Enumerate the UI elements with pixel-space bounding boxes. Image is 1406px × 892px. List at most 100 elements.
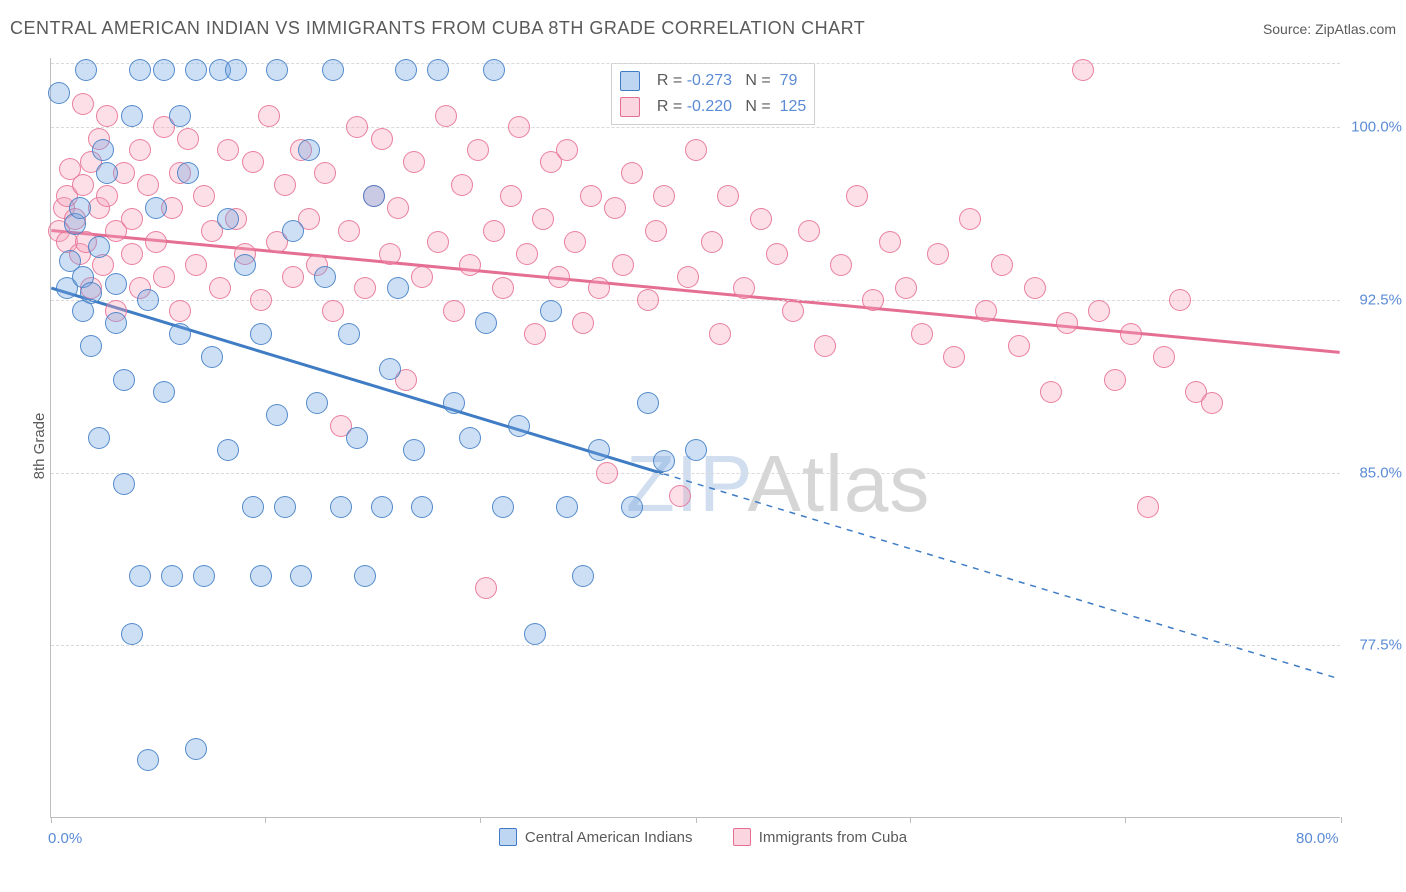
data-point: [685, 439, 707, 461]
data-point: [379, 243, 401, 265]
data-point: [322, 59, 344, 81]
data-point: [92, 139, 114, 161]
data-point: [532, 208, 554, 230]
watermark-part2: Atlas: [748, 439, 931, 528]
data-point: [991, 254, 1013, 276]
data-point: [580, 185, 602, 207]
data-point: [612, 254, 634, 276]
data-point: [556, 139, 578, 161]
data-point: [621, 162, 643, 184]
stats-legend: R = -0.273 N = 79 R = -0.220 N = 125: [611, 63, 815, 125]
data-point: [250, 323, 272, 345]
data-point: [435, 105, 457, 127]
data-point: [524, 623, 546, 645]
data-point: [1120, 323, 1142, 345]
data-point: [113, 473, 135, 495]
data-point: [1104, 369, 1126, 391]
data-point: [250, 289, 272, 311]
data-point: [492, 277, 514, 299]
data-point: [137, 174, 159, 196]
legend-item-pink: Immigrants from Cuba: [733, 828, 907, 846]
data-point: [621, 496, 643, 518]
data-point: [242, 496, 264, 518]
data-point: [145, 231, 167, 253]
data-point: [483, 59, 505, 81]
stats-legend-row: R = -0.273 N = 79: [620, 68, 806, 94]
data-point: [427, 59, 449, 81]
data-point: [701, 231, 723, 253]
data-point: [637, 392, 659, 414]
data-point: [379, 358, 401, 380]
data-point: [282, 220, 304, 242]
gridline: [51, 645, 1340, 646]
data-point: [330, 496, 352, 518]
data-point: [750, 208, 772, 230]
data-point: [234, 254, 256, 276]
data-point: [282, 266, 304, 288]
data-point: [572, 565, 594, 587]
data-point: [588, 439, 610, 461]
data-point: [75, 59, 97, 81]
data-point: [1024, 277, 1046, 299]
data-point: [596, 462, 618, 484]
data-point: [72, 174, 94, 196]
x-tick: [51, 817, 52, 823]
data-point: [1201, 392, 1223, 414]
data-point: [677, 266, 699, 288]
data-point: [1072, 59, 1094, 81]
data-point: [274, 174, 296, 196]
data-point: [96, 162, 118, 184]
data-point: [72, 93, 94, 115]
data-point: [548, 266, 570, 288]
data-point: [862, 289, 884, 311]
plot-area: ZIPAtlas R = -0.273 N = 79 R = -0.220 N …: [50, 58, 1340, 818]
legend-item-blue: Central American Indians: [499, 828, 693, 846]
y-tick-label: 85.0%: [1346, 464, 1402, 481]
data-point: [314, 162, 336, 184]
data-point: [1008, 335, 1030, 357]
data-point: [766, 243, 788, 265]
data-point: [411, 496, 433, 518]
data-point: [314, 266, 336, 288]
data-point: [516, 243, 538, 265]
y-axis-label: 8th Grade: [31, 413, 48, 480]
data-point: [500, 185, 522, 207]
data-point: [169, 300, 191, 322]
data-point: [201, 346, 223, 368]
data-point: [354, 565, 376, 587]
data-point: [782, 300, 804, 322]
data-point: [121, 105, 143, 127]
data-point: [88, 236, 110, 258]
data-point: [48, 82, 70, 104]
x-tick: [265, 817, 266, 823]
data-point: [403, 439, 425, 461]
data-point: [443, 392, 465, 414]
data-point: [467, 139, 489, 161]
data-point: [387, 277, 409, 299]
data-point: [169, 323, 191, 345]
data-point: [346, 116, 368, 138]
data-point: [217, 208, 239, 230]
data-point: [346, 427, 368, 449]
data-point: [258, 105, 280, 127]
data-point: [395, 59, 417, 81]
data-point: [193, 565, 215, 587]
data-point: [217, 139, 239, 161]
data-point: [709, 323, 731, 345]
data-point: [242, 151, 264, 173]
data-point: [266, 404, 288, 426]
data-point: [274, 496, 296, 518]
data-point: [1088, 300, 1110, 322]
data-point: [540, 300, 562, 322]
data-point: [306, 392, 328, 414]
data-point: [338, 323, 360, 345]
data-point: [363, 185, 385, 207]
data-point: [524, 323, 546, 345]
data-point: [459, 427, 481, 449]
data-point: [451, 174, 473, 196]
data-point: [459, 254, 481, 276]
data-point: [354, 277, 376, 299]
x-tick: [696, 817, 697, 823]
data-point: [121, 243, 143, 265]
data-point: [105, 273, 127, 295]
